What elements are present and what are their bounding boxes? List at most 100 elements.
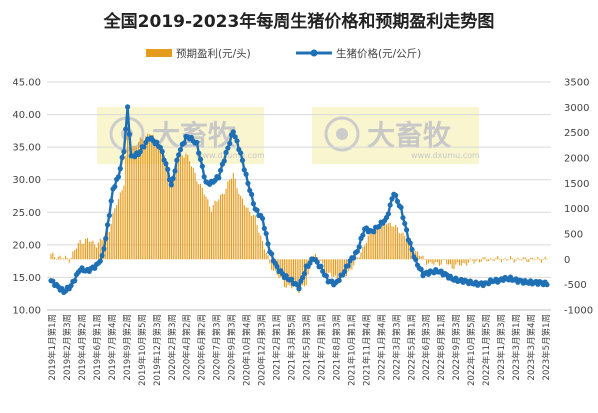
- profit-bar: [376, 227, 378, 260]
- profit-bar: [220, 194, 222, 260]
- price-point: [398, 204, 404, 211]
- profit-bar: [74, 249, 76, 260]
- profit-bar: [322, 259, 324, 264]
- profit-bar: [385, 224, 388, 260]
- price-point: [217, 167, 224, 173]
- profit-bar: [192, 167, 194, 260]
- profit-bar: [320, 259, 322, 261]
- profit-bar: [92, 240, 94, 260]
- profit-bar: [488, 259, 490, 262]
- profit-bar: [260, 235, 262, 260]
- profit-bar: [165, 163, 167, 260]
- price-point: [159, 148, 165, 155]
- profit-bar: [117, 198, 120, 260]
- profit-bar: [127, 129, 129, 260]
- x-tick-31: 2023年3月第1周: [511, 314, 522, 380]
- profit-bar: [79, 239, 81, 260]
- x-tick-32: 2023年3月第4周: [526, 314, 537, 380]
- profit-bar: [269, 259, 271, 264]
- price-point: [157, 144, 164, 151]
- profit-bar: [544, 256, 546, 260]
- price-point: [356, 244, 362, 250]
- price-point: [323, 273, 329, 279]
- profit-bar: [356, 257, 358, 260]
- profit-bar: [500, 259, 502, 263]
- price-point: [196, 150, 202, 156]
- x-tick-22: 2022年1月第4周: [376, 314, 387, 380]
- price-point: [250, 201, 257, 207]
- price-point: [247, 187, 253, 194]
- y-left-tick-7: 45.00: [12, 78, 41, 89]
- profit-bar: [181, 155, 183, 260]
- price-point: [117, 166, 123, 172]
- profit-bar: [148, 134, 151, 260]
- profit-bar: [225, 188, 227, 260]
- y-right-tick-6: 2000: [564, 154, 589, 165]
- profit-bar: [453, 259, 455, 270]
- watermark-right: 大畜牧 www.dxumu.com: [312, 107, 480, 164]
- profit-bar: [205, 196, 207, 260]
- profit-bar: [535, 258, 537, 260]
- profit-bar: [528, 259, 530, 263]
- price-point: [181, 140, 187, 146]
- profit-bar: [57, 256, 59, 260]
- profit-bar: [251, 215, 253, 260]
- price-point: [199, 163, 205, 169]
- profit-bar: [183, 157, 185, 260]
- profit-bar: [174, 169, 176, 260]
- profit-bar: [90, 241, 92, 260]
- profit-bar: [218, 199, 220, 260]
- profit-bar: [375, 228, 377, 260]
- price-point: [97, 258, 103, 264]
- profit-bar: [114, 208, 116, 260]
- x-tick-1: 2019年2月第3周: [62, 314, 73, 380]
- profit-bar: [449, 259, 451, 265]
- profit-bar: [469, 258, 471, 260]
- price-point: [170, 175, 176, 181]
- profit-bar: [327, 259, 329, 273]
- price-point: [225, 145, 231, 151]
- profit-bar: [404, 236, 406, 260]
- profit-bar: [54, 256, 56, 260]
- price-point: [307, 260, 313, 266]
- y-right-tick-5: 1500: [564, 179, 589, 190]
- profit-bar: [437, 259, 439, 263]
- x-tick-17: 2021年5月第3周: [301, 314, 312, 380]
- price-point: [413, 256, 419, 263]
- y-right-tick-7: 2500: [564, 128, 589, 139]
- price-point: [274, 264, 280, 270]
- x-tick-30: 2023年1月第3周: [496, 314, 507, 380]
- profit-bar: [369, 231, 371, 260]
- price-point: [126, 131, 133, 137]
- price-point: [341, 268, 348, 275]
- profit-bar: [247, 207, 249, 260]
- profit-bar: [422, 255, 424, 260]
- profit-bar: [116, 205, 118, 260]
- price-point: [101, 246, 107, 252]
- profit-bar: [296, 259, 298, 291]
- watermark-right-logo-dot: [336, 128, 348, 140]
- profit-bar: [96, 247, 98, 260]
- price-point: [351, 255, 357, 261]
- profit-bar: [132, 145, 134, 260]
- price-point: [72, 278, 78, 284]
- profit-bar: [143, 140, 145, 260]
- profit-bar: [152, 134, 154, 260]
- chart-title: 全国2019-2023年每周生猪价格和预期盈利走势图: [103, 11, 495, 32]
- profit-bar: [172, 176, 174, 260]
- price-point: [245, 180, 251, 186]
- profit-bar: [398, 233, 400, 260]
- price-point: [172, 168, 178, 174]
- price-point: [106, 212, 112, 219]
- profit-bars: [50, 129, 548, 294]
- x-tick-4: 2019年7月第4周: [107, 314, 118, 380]
- profit-bar: [298, 259, 300, 294]
- profit-bar: [446, 259, 448, 265]
- profit-bar: [68, 259, 70, 263]
- profit-bar: [444, 259, 446, 260]
- profit-bar: [371, 232, 373, 260]
- watermark-left-text: 大畜牧: [152, 119, 237, 152]
- profit-bar: [241, 198, 244, 260]
- profit-bar: [254, 215, 256, 260]
- price-point: [221, 158, 227, 164]
